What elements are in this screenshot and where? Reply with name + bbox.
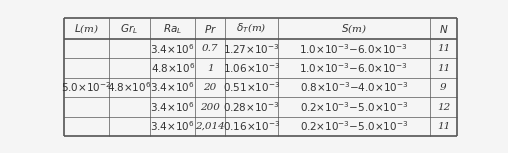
- Text: $N$: $N$: [439, 23, 448, 35]
- Text: $\delta_T$(m): $\delta_T$(m): [236, 22, 267, 35]
- Text: $3.4{\times}10^6$: $3.4{\times}10^6$: [150, 119, 195, 133]
- Text: 1: 1: [207, 64, 213, 73]
- Text: $L$(m): $L$(m): [74, 22, 99, 35]
- Text: 0.7: 0.7: [202, 44, 218, 53]
- Text: $0.16{\times}10^{-3}$: $0.16{\times}10^{-3}$: [223, 119, 280, 133]
- Text: $0.2{\times}10^{-3}$$-$$5.0{\times}10^{-3}$: $0.2{\times}10^{-3}$$-$$5.0{\times}10^{-…: [300, 100, 408, 114]
- Text: 11: 11: [437, 122, 450, 131]
- Text: $3.4{\times}10^6$: $3.4{\times}10^6$: [150, 100, 195, 114]
- Text: 9: 9: [440, 83, 447, 92]
- Text: 12: 12: [437, 103, 450, 112]
- Text: $4.8{\times}10^6$: $4.8{\times}10^6$: [107, 81, 151, 94]
- Text: $S$(m): $S$(m): [341, 22, 367, 35]
- Text: $1.0{\times}10^{-3}$$-$$6.0{\times}10^{-3}$: $1.0{\times}10^{-3}$$-$$6.0{\times}10^{-…: [299, 61, 408, 75]
- Text: 20: 20: [204, 83, 217, 92]
- Text: $Pr$: $Pr$: [204, 23, 217, 35]
- Text: $Gr_L$: $Gr_L$: [120, 22, 138, 35]
- Text: $1.27{\times}10^{-3}$: $1.27{\times}10^{-3}$: [223, 42, 280, 56]
- Text: $0.8{\times}10^{-3}$$-$$4.0{\times}10^{-3}$: $0.8{\times}10^{-3}$$-$$4.0{\times}10^{-…: [300, 81, 408, 94]
- Text: $1.0{\times}10^{-3}$$-$$6.0{\times}10^{-3}$: $1.0{\times}10^{-3}$$-$$6.0{\times}10^{-…: [299, 42, 408, 56]
- Text: $1.06{\times}10^{-3}$: $1.06{\times}10^{-3}$: [223, 61, 280, 75]
- Text: $0.2{\times}10^{-3}$$-$$5.0{\times}10^{-3}$: $0.2{\times}10^{-3}$$-$$5.0{\times}10^{-…: [300, 119, 408, 133]
- Text: 11: 11: [437, 44, 450, 53]
- Text: 2,014: 2,014: [195, 122, 225, 131]
- Text: $0.51{\times}10^{-3}$: $0.51{\times}10^{-3}$: [223, 81, 280, 94]
- Text: $0.28{\times}10^{-3}$: $0.28{\times}10^{-3}$: [223, 100, 280, 114]
- Text: $4.8{\times}10^6$: $4.8{\times}10^6$: [150, 61, 195, 75]
- Text: 200: 200: [200, 103, 220, 112]
- Text: $3.4{\times}10^6$: $3.4{\times}10^6$: [150, 42, 195, 56]
- Text: $Ra_L$: $Ra_L$: [163, 22, 182, 35]
- Text: $3.4{\times}10^6$: $3.4{\times}10^6$: [150, 81, 195, 94]
- Text: $5.0{\times}10^{-2}$: $5.0{\times}10^{-2}$: [61, 81, 111, 94]
- Text: 11: 11: [437, 64, 450, 73]
